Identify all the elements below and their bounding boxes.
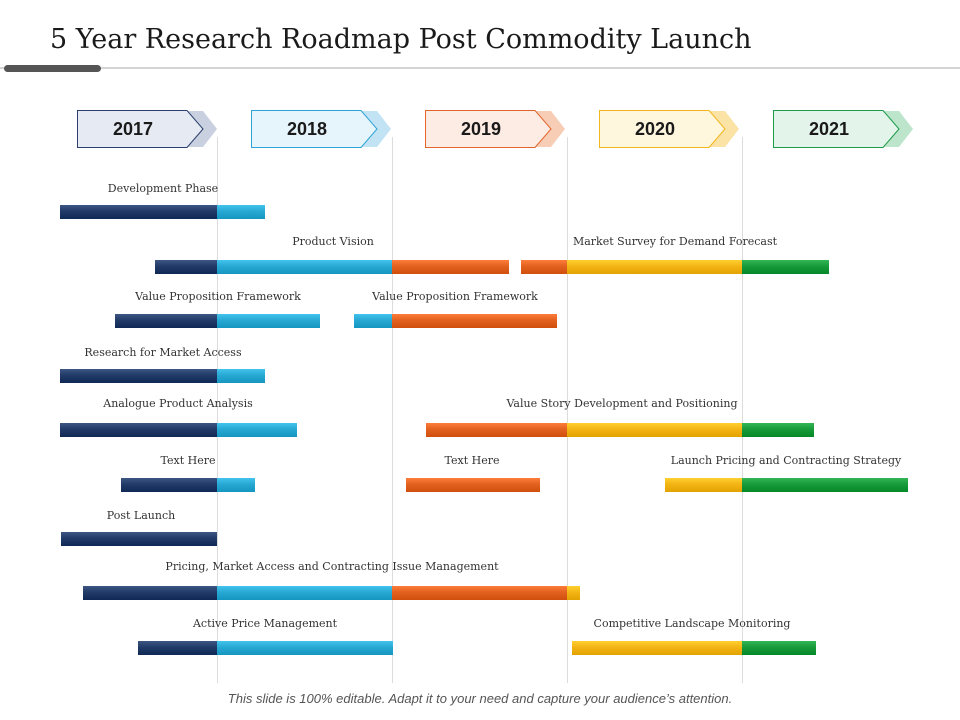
bar-segment bbox=[567, 586, 580, 600]
year-chevron-2021: 2021 bbox=[773, 110, 923, 148]
task-label: Research for Market Access bbox=[84, 346, 242, 359]
chevron-body bbox=[773, 110, 900, 148]
bar-segment bbox=[392, 586, 567, 600]
task-label: Development Phase bbox=[107, 182, 219, 195]
year-label: 2019 bbox=[460, 119, 502, 139]
task-label: Analogue Product Analysis bbox=[103, 397, 253, 410]
bar-segment bbox=[217, 478, 255, 492]
bar-segment bbox=[60, 369, 217, 383]
bar-segment bbox=[392, 314, 557, 328]
title-divider bbox=[0, 67, 960, 69]
bar-segment bbox=[217, 205, 265, 219]
chevron-body bbox=[251, 110, 378, 148]
footer-note: This slide is 100% editable. Adapt it to… bbox=[227, 691, 733, 706]
bar-segment bbox=[392, 260, 509, 274]
year-label: 2017 bbox=[112, 119, 154, 139]
task-label: Competitive Landscape Monitoring bbox=[593, 617, 791, 630]
bar-segment bbox=[217, 586, 392, 600]
bar-segment bbox=[60, 205, 217, 219]
bar-segment bbox=[217, 260, 392, 274]
bar-segment bbox=[217, 641, 393, 655]
task-label: Market Survey for Demand Forecast bbox=[572, 235, 778, 248]
task-label: Value Story Development and Positioning bbox=[506, 397, 738, 410]
bar-segment bbox=[426, 423, 567, 437]
task-label: Value Proposition Framework bbox=[135, 290, 301, 303]
year-label: 2021 bbox=[808, 119, 850, 139]
bar-segment bbox=[742, 641, 816, 655]
title-accent-bar bbox=[4, 65, 101, 72]
bar-segment bbox=[155, 260, 217, 274]
year-divider bbox=[567, 137, 568, 683]
year-divider bbox=[742, 137, 743, 683]
task-label: Post Launch bbox=[106, 509, 176, 522]
chevron-body bbox=[77, 110, 204, 148]
year-divider bbox=[392, 137, 393, 683]
year-chevron-2018: 2018 bbox=[251, 110, 401, 148]
task-label: Pricing, Market Access and Contracting I… bbox=[165, 560, 499, 573]
bar-segment bbox=[742, 423, 814, 437]
page-title: 5 Year Research Roadmap Post Commodity L… bbox=[50, 24, 752, 55]
year-divider bbox=[217, 137, 218, 683]
bar-segment bbox=[665, 478, 742, 492]
bar-segment bbox=[406, 478, 540, 492]
bar-segment bbox=[115, 314, 217, 328]
task-label: Active Price Management bbox=[192, 617, 338, 630]
task-label: Text Here bbox=[160, 454, 216, 467]
bar-segment bbox=[60, 423, 217, 437]
task-label: Value Proposition Framework bbox=[372, 290, 538, 303]
bar-segment bbox=[354, 314, 392, 328]
chevron-body bbox=[599, 110, 726, 148]
year-label: 2018 bbox=[286, 119, 328, 139]
task-label: Launch Pricing and Contracting Strategy bbox=[670, 454, 902, 467]
year-label: 2020 bbox=[634, 119, 676, 139]
bar-segment bbox=[567, 423, 742, 437]
bar-segment bbox=[742, 478, 908, 492]
task-label: Product Vision bbox=[292, 235, 374, 248]
bar-segment bbox=[217, 369, 265, 383]
year-chevron-2020: 2020 bbox=[599, 110, 749, 148]
bar-segment bbox=[217, 314, 320, 328]
year-chevron-2019: 2019 bbox=[425, 110, 575, 148]
bar-segment bbox=[521, 260, 567, 274]
bar-segment bbox=[121, 478, 217, 492]
bar-segment bbox=[567, 260, 742, 274]
bar-segment bbox=[61, 532, 217, 546]
task-label: Text Here bbox=[444, 454, 500, 467]
bar-segment bbox=[83, 586, 217, 600]
bar-segment bbox=[138, 641, 217, 655]
bar-segment bbox=[217, 423, 297, 437]
bar-segment bbox=[572, 641, 742, 655]
chevron-body bbox=[425, 110, 552, 148]
year-chevron-2017: 2017 bbox=[77, 110, 227, 148]
bar-segment bbox=[742, 260, 829, 274]
